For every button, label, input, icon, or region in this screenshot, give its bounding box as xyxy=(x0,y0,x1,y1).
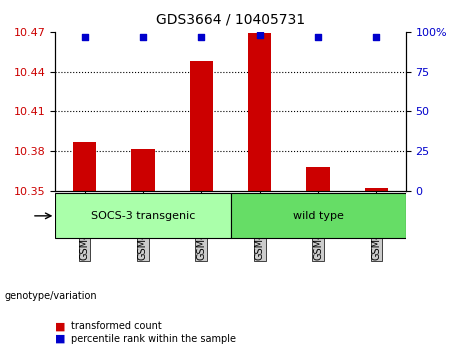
Bar xyxy=(189,61,213,191)
Text: ■: ■ xyxy=(55,321,66,331)
Bar xyxy=(307,167,330,191)
Point xyxy=(81,34,88,39)
Bar xyxy=(248,33,272,191)
Text: transformed count: transformed count xyxy=(71,321,162,331)
Bar xyxy=(73,142,96,191)
Point xyxy=(373,34,380,39)
Text: genotype/variation: genotype/variation xyxy=(5,291,97,301)
FancyBboxPatch shape xyxy=(230,194,406,238)
Text: wild type: wild type xyxy=(293,211,343,221)
Point xyxy=(198,34,205,39)
FancyBboxPatch shape xyxy=(55,194,230,238)
Text: percentile rank within the sample: percentile rank within the sample xyxy=(71,333,236,344)
Bar xyxy=(365,188,388,191)
Bar xyxy=(131,149,154,191)
Point xyxy=(256,32,263,38)
Title: GDS3664 / 10405731: GDS3664 / 10405731 xyxy=(156,12,305,27)
Point xyxy=(314,34,322,39)
Text: SOCS-3 transgenic: SOCS-3 transgenic xyxy=(91,211,195,221)
Point xyxy=(139,34,147,39)
Text: ■: ■ xyxy=(55,333,66,344)
